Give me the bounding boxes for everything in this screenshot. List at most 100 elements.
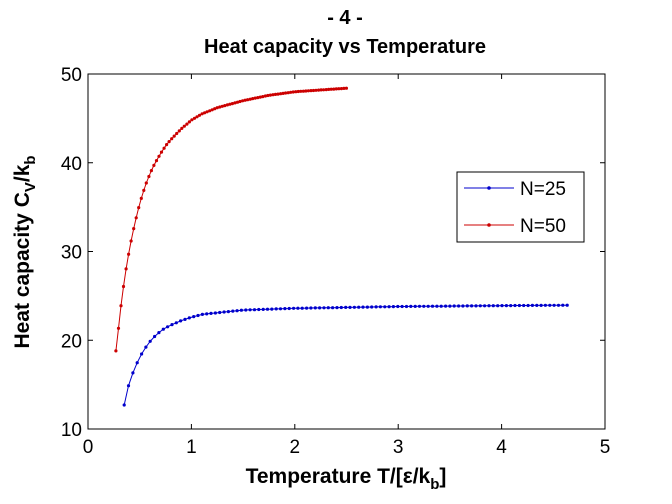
data-point-n50 — [253, 96, 257, 100]
x-tick-label: 0 — [83, 437, 94, 458]
data-point-n25 — [305, 306, 309, 310]
data-point-n25 — [561, 303, 565, 307]
data-point-n50 — [218, 105, 222, 109]
data-point-n25 — [483, 304, 487, 308]
data-point-n25 — [200, 312, 204, 316]
data-point-n50 — [261, 95, 265, 99]
data-point-n25 — [218, 310, 222, 315]
data-point-n50 — [139, 196, 143, 200]
data-point-n25 — [222, 310, 226, 314]
data-point-n25 — [196, 313, 200, 318]
x-axis-label-sub: b — [430, 476, 439, 493]
data-point-n50 — [241, 99, 245, 103]
data-point-n50 — [152, 163, 156, 167]
data-point-n25 — [470, 304, 474, 308]
y-axis-label: Heat capacity CV/kb — [11, 155, 39, 348]
data-point-n25 — [526, 303, 530, 308]
data-point-n25 — [135, 361, 139, 365]
data-point-n50 — [154, 159, 159, 163]
x-tick-label: 5 — [600, 437, 611, 458]
data-point-n50 — [116, 326, 121, 330]
data-point-n25 — [270, 307, 274, 311]
data-point-n50 — [327, 87, 331, 91]
plot-area — [87, 73, 606, 430]
data-point-n50 — [268, 93, 272, 97]
data-point-n50 — [309, 89, 313, 93]
axis-ticks: 0 1 2 3 4 5 10 20 30 40 50 — [61, 65, 610, 458]
legend-label-n50: N=50 — [520, 216, 566, 237]
data-point-n50 — [284, 91, 288, 95]
legend: N=25 N=50 — [456, 171, 585, 243]
data-point-n50 — [251, 97, 255, 101]
chart-title: - 4 - — [327, 7, 363, 29]
data-point-n25 — [261, 307, 265, 311]
data-point-n50 — [159, 150, 164, 154]
data-point-n25 — [365, 305, 369, 309]
data-point-n25 — [387, 305, 391, 309]
data-point-n25 — [287, 306, 291, 311]
data-point-n25 — [205, 312, 209, 316]
data-point-n25 — [331, 306, 335, 310]
data-point-n25 — [244, 308, 248, 312]
data-point-n50 — [306, 89, 310, 93]
data-point-n25 — [448, 304, 452, 308]
data-point-n25 — [352, 305, 356, 309]
data-point-n50 — [142, 188, 146, 192]
data-point-n25 — [361, 305, 365, 309]
data-point-n50 — [281, 91, 285, 95]
data-point-n50 — [342, 86, 346, 90]
data-point-n25 — [496, 304, 500, 308]
data-point-n25 — [248, 308, 252, 312]
data-point-n25 — [265, 307, 270, 311]
data-point-n50 — [344, 86, 348, 90]
data-point-n50 — [319, 88, 323, 92]
data-point-n50 — [276, 92, 280, 96]
data-point-n50 — [273, 92, 278, 96]
data-point-n25 — [400, 304, 404, 309]
data-point-n50 — [119, 304, 123, 308]
data-point-n25 — [318, 306, 322, 310]
data-point-n50 — [271, 93, 275, 97]
data-point-n50 — [304, 89, 308, 93]
data-point-n25 — [452, 304, 456, 308]
data-point-n25 — [235, 309, 239, 313]
data-point-n25 — [430, 304, 435, 308]
data-point-n25 — [231, 309, 235, 313]
data-point-n50 — [334, 87, 338, 91]
data-point-n50 — [210, 108, 214, 112]
data-point-n50 — [294, 90, 298, 94]
legend-box — [456, 171, 585, 243]
data-point-n50 — [220, 104, 224, 108]
y-axis-label-sub-v: V — [22, 182, 39, 192]
data-point-n50 — [339, 87, 343, 91]
data-point-n50 — [129, 239, 133, 243]
data-point-n25 — [413, 304, 417, 308]
data-point-n50 — [243, 98, 247, 102]
x-axis-label: Temperature T/[ε/kb] — [246, 465, 447, 493]
data-point-n50 — [263, 94, 267, 98]
data-point-n50 — [215, 106, 219, 110]
data-point-n25 — [344, 305, 348, 309]
data-point-n50 — [296, 89, 300, 94]
data-point-n50 — [238, 99, 242, 104]
data-point-n25 — [313, 306, 317, 310]
data-point-n25 — [383, 305, 387, 309]
data-point-n50 — [203, 111, 207, 115]
data-point-n50 — [230, 102, 234, 106]
data-point-n50 — [114, 349, 118, 353]
data-point-n50 — [180, 126, 184, 130]
data-point-n50 — [195, 115, 199, 119]
data-point-n50 — [314, 88, 318, 92]
data-point-n25 — [140, 352, 144, 356]
data-point-n25 — [426, 304, 430, 308]
legend-label-n25: N=25 — [520, 179, 566, 200]
data-point-n50 — [190, 118, 194, 122]
data-point-n50 — [187, 120, 191, 124]
data-point-n25 — [126, 384, 131, 388]
data-point-n50 — [182, 124, 186, 128]
data-point-n25 — [539, 303, 543, 307]
data-point-n50 — [124, 267, 128, 271]
data-point-n50 — [266, 93, 270, 98]
